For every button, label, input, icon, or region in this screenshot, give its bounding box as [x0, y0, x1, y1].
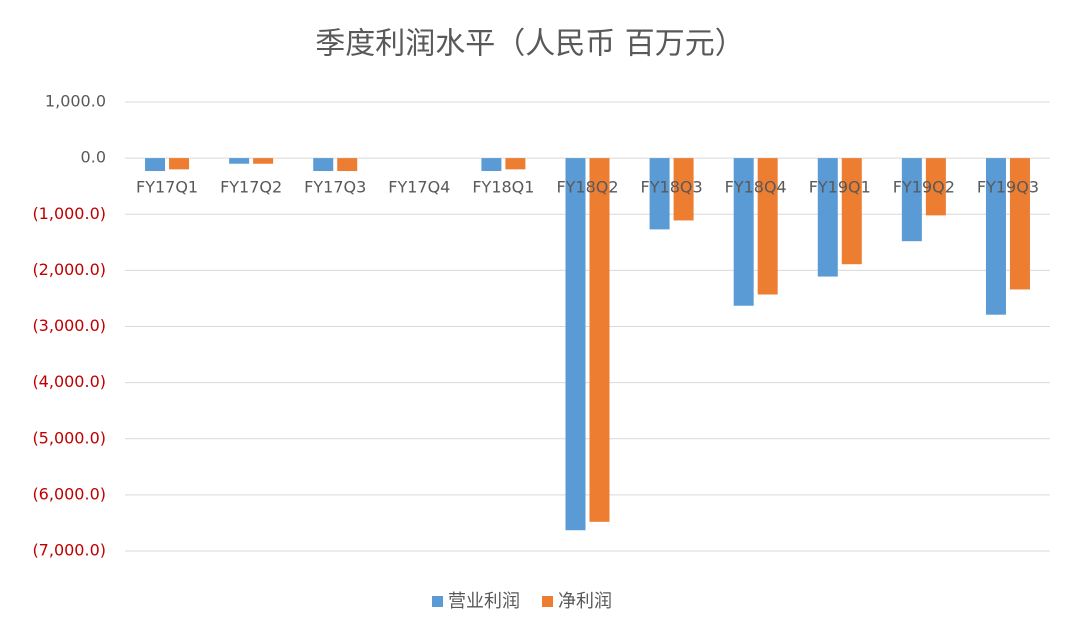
x-tick-label: FY17Q2	[220, 178, 282, 197]
bar	[253, 158, 274, 164]
bar	[841, 158, 862, 265]
bar	[505, 158, 526, 170]
bar	[589, 158, 610, 522]
bar	[733, 158, 754, 306]
bar	[925, 158, 946, 216]
x-tick-label: FY17Q3	[304, 178, 366, 197]
y-tick-label: (2,000.0)	[32, 260, 106, 279]
y-tick-label: (7,000.0)	[32, 541, 106, 560]
x-tick-label: FY18Q1	[472, 178, 534, 197]
bar	[901, 158, 922, 242]
bar	[337, 158, 358, 172]
bar	[229, 158, 250, 164]
y-tick-label: (3,000.0)	[32, 316, 106, 335]
y-tick-label: 0.0	[81, 148, 106, 167]
y-tick-label: (6,000.0)	[32, 484, 106, 503]
bar	[985, 158, 1006, 315]
y-tick-label: (1,000.0)	[32, 204, 106, 223]
x-tick-label: FY19Q1	[809, 178, 871, 197]
y-tick-label: (4,000.0)	[32, 372, 106, 391]
legend-label: 净利润	[558, 591, 612, 612]
bar	[481, 158, 502, 172]
x-tick-label: FY18Q4	[725, 178, 787, 197]
x-tick-label: FY18Q3	[641, 178, 703, 197]
bar	[649, 158, 670, 230]
legend-swatch	[542, 596, 553, 607]
bar	[313, 158, 334, 172]
bar	[673, 158, 694, 221]
bar	[757, 158, 778, 295]
bar	[817, 158, 838, 277]
bar	[1009, 158, 1030, 290]
chart-title: 季度利润水平（人民币 百万元）	[315, 27, 745, 62]
x-tick-label: FY17Q1	[136, 178, 198, 197]
x-tick-label: FY19Q2	[893, 178, 955, 197]
bar	[565, 158, 586, 531]
y-tick-label: 1,000.0	[45, 92, 106, 111]
x-tick-label: FY17Q4	[388, 178, 450, 197]
x-tick-label: FY19Q3	[977, 178, 1039, 197]
bar	[145, 158, 166, 172]
bar	[169, 158, 190, 170]
y-tick-label: (5,000.0)	[32, 428, 106, 447]
x-tick-label: FY18Q2	[556, 178, 618, 197]
legend-swatch	[432, 596, 443, 607]
legend-label: 营业利润	[448, 591, 520, 612]
